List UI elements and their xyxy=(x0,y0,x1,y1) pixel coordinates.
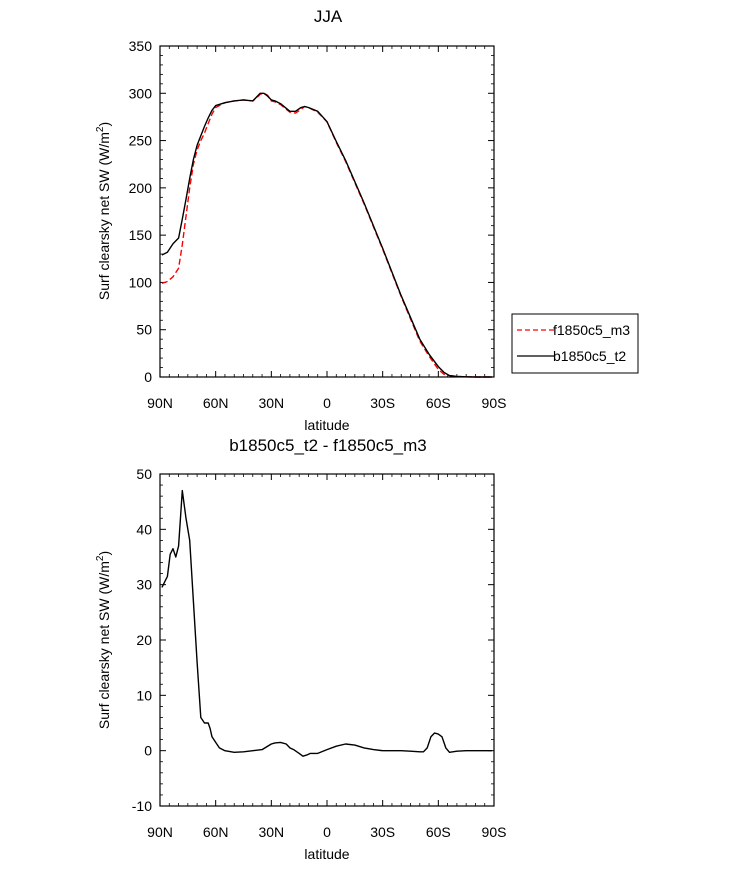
bottom-y-tick-label: 50 xyxy=(136,466,152,482)
bottom-x-tick-label: 0 xyxy=(323,824,331,840)
bottom-x-axis-label: latitude xyxy=(304,846,349,862)
top-y-tick-label: 350 xyxy=(129,38,153,54)
bottom-x-tick-label: 90N xyxy=(147,824,173,840)
bottom-y-tick-label: 20 xyxy=(136,632,152,648)
bottom-panel: b1850c5_t2 - f1850c5_m3 -10 0 10 20 30 40 50 90… xyxy=(95,436,506,862)
bottom-y-axis-label: Surf clearsky net SW (W/m2) xyxy=(95,551,112,729)
bottom-x-tick-label: 30S xyxy=(370,824,395,840)
top-y-tick-label: 200 xyxy=(129,180,153,196)
top-x-tick-label: 30N xyxy=(258,395,284,411)
bottom-ticks: -10 0 10 20 30 40 50 90N 60N 30N 0 30S 60S 90S xyxy=(132,466,507,840)
bottom-chart-title: b1850c5_t2 - f1850c5_m3 xyxy=(229,436,427,455)
bottom-series-group xyxy=(161,489,493,757)
legend-box xyxy=(511,313,639,374)
top-series-group xyxy=(161,92,493,378)
top-y-axis-label: Surf clearsky net SW (W/m2) xyxy=(95,122,112,300)
top-panel: JJA 0 50 100 150 200 250 300 350 90N 60N 30N 0 30S 60… xyxy=(95,7,506,433)
legend-label-f1850c5_m3: f1850c5_m3 xyxy=(553,322,630,338)
top-x-tick-label: 0 xyxy=(323,395,331,411)
top-ticks: 0 50 100 150 200 250 300 350 90N 60N 30N 0 30S 60S 90S xyxy=(129,38,507,411)
bottom-y-tick-label: -10 xyxy=(132,798,152,814)
bottom-y-tick-label: 0 xyxy=(144,743,152,759)
bottom-x-tick-label: 30N xyxy=(258,824,284,840)
top-series-b1850c5-t2 xyxy=(161,92,493,378)
bottom-x-tick-label: 60S xyxy=(426,824,451,840)
top-x-axis-label: latitude xyxy=(304,417,349,433)
top-x-tick-label: 30S xyxy=(370,395,395,411)
top-y-tick-label: 50 xyxy=(136,322,152,338)
top-chart-title: JJA xyxy=(314,7,343,26)
bottom-y-tick-label: 40 xyxy=(136,521,152,537)
top-plot-frame xyxy=(159,45,495,378)
bottom-y-tick-label: 10 xyxy=(136,687,152,703)
top-y-tick-label: 250 xyxy=(129,133,153,149)
top-y-tick-label: 300 xyxy=(129,85,153,101)
top-x-tick-label: 60S xyxy=(426,395,451,411)
bottom-series-b1850c5-t2-f1850c5-m3 xyxy=(161,489,493,757)
legend-label-b1850c5_t2: b1850c5_t2 xyxy=(553,348,626,364)
bottom-plot-frame xyxy=(159,473,495,807)
top-y-tick-label: 150 xyxy=(129,227,153,243)
top-x-tick-label: 90S xyxy=(482,395,507,411)
legend: f1850c5_m3 b1850c5_t2 xyxy=(511,313,639,374)
top-y-tick-label: 100 xyxy=(129,274,153,290)
top-x-tick-label: 60N xyxy=(203,395,229,411)
bottom-y-tick-label: 30 xyxy=(136,577,152,593)
bottom-x-tick-label: 60N xyxy=(203,824,229,840)
top-y-tick-label: 0 xyxy=(144,369,152,385)
top-x-tick-label: 90N xyxy=(147,395,173,411)
bottom-x-tick-label: 90S xyxy=(482,824,507,840)
top-series-f1850c5-m3 xyxy=(161,92,493,378)
